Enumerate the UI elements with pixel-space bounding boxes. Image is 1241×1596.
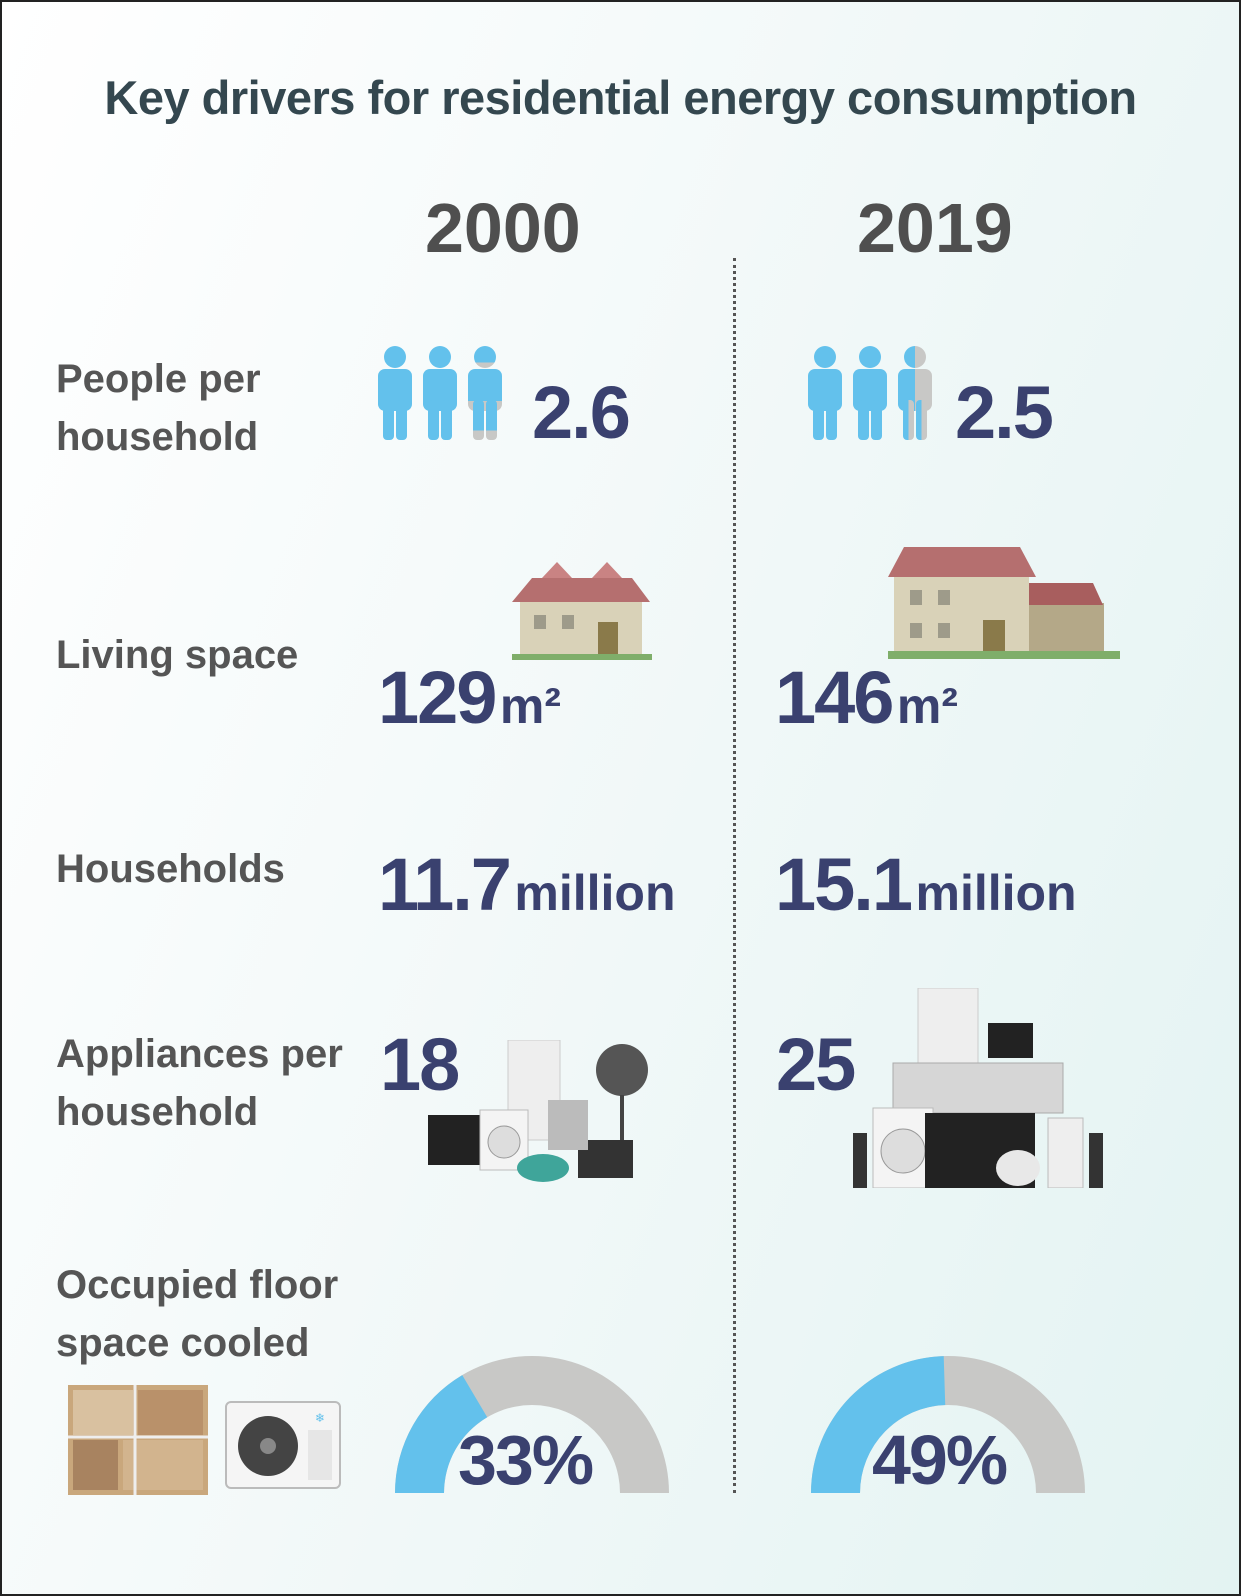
air-conditioner-icon: ❄ — [225, 1401, 341, 1489]
unit: million — [514, 865, 676, 921]
person-icon — [378, 346, 412, 440]
unit: million — [915, 865, 1077, 921]
person-icons-2019 — [808, 346, 932, 440]
house-icon — [888, 547, 1120, 659]
households-2000: 11.7 million — [378, 842, 676, 927]
label-line: Occupied floor — [56, 1263, 339, 1307]
households-value: 11.7 — [378, 843, 512, 926]
person-icons-2000 — [378, 346, 502, 440]
unit: m² — [499, 678, 562, 734]
partial-person-icon — [898, 346, 932, 440]
label-line: Appliances per — [56, 1032, 343, 1076]
label-line: People per — [56, 357, 261, 401]
appliances-value-2019: 25 — [776, 1023, 856, 1106]
living-space-2000: 129 m² — [378, 655, 561, 740]
year-2000: 2000 — [425, 189, 581, 267]
gauge-2000 — [395, 1355, 669, 1493]
appliances-icon — [428, 1040, 648, 1182]
label-appliances-per-household: Appliances per household — [56, 1025, 343, 1141]
label-households: Households — [56, 847, 285, 891]
appliances-value-2000: 18 — [380, 1023, 460, 1106]
appliances-icon — [853, 988, 1103, 1188]
page-title: Key drivers for residential energy consu… — [104, 71, 1137, 124]
cooled-value-2019: 49% — [872, 1421, 1008, 1499]
households-2019: 15.1 million — [775, 842, 1077, 927]
gauge-fill — [395, 1375, 488, 1493]
label-occupied-floor-space-cooled: Occupied floor space cooled — [56, 1256, 338, 1372]
label-line: household — [56, 1090, 259, 1134]
house-icon — [512, 562, 652, 660]
living-space-2019: 146 m² — [775, 655, 958, 740]
households-value: 15.1 — [775, 843, 913, 926]
floor-plan-icon — [68, 1385, 208, 1495]
person-icon — [423, 346, 457, 440]
label-people-per-household: People per household — [56, 350, 261, 466]
label-line: household — [56, 415, 259, 459]
living-space-value: 146 — [775, 656, 894, 739]
cooled-value-2000: 33% — [458, 1421, 594, 1499]
people-value-2000: 2.6 — [532, 371, 631, 454]
gauge-2019 — [811, 1355, 1085, 1493]
label-living-space: Living space — [56, 633, 299, 677]
year-2019: 2019 — [857, 189, 1013, 267]
label-line: space cooled — [56, 1321, 310, 1365]
person-icon — [808, 346, 842, 440]
person-icon — [853, 346, 887, 440]
svg-text:❄: ❄ — [315, 1411, 325, 1425]
unit: m² — [896, 678, 959, 734]
partial-person-icon — [468, 346, 502, 440]
column-divider — [733, 258, 736, 1493]
people-value-2019: 2.5 — [955, 371, 1054, 454]
gauge-fill — [811, 1356, 946, 1493]
living-space-value: 129 — [378, 656, 497, 739]
